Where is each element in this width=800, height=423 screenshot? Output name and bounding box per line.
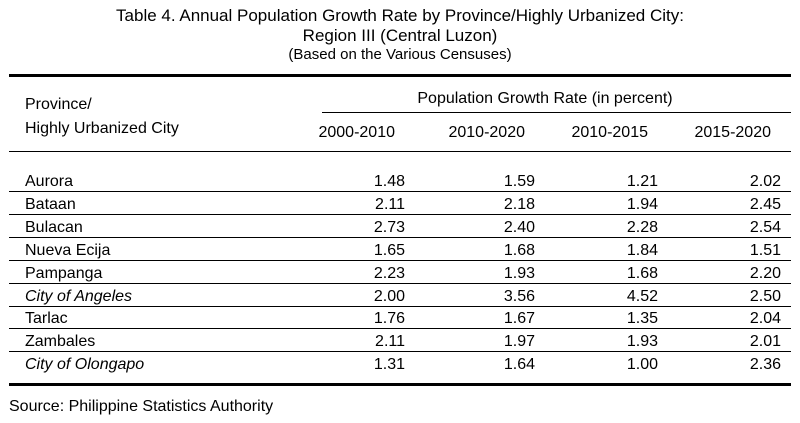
- table-row: Aurora 1.48 1.59 1.21 2.02: [9, 170, 791, 192]
- table-title: Table 4. Annual Population Growth Rate b…: [0, 6, 800, 64]
- growth-rate-cell: 3.56: [503, 287, 535, 305]
- row-divider: [9, 351, 791, 353]
- growth-rate-cell: 2.28: [626, 218, 658, 236]
- growth-rate-cell: 1.21: [626, 173, 658, 190]
- table-row: City of Angeles 2.00 3.56 4.52 2.50: [9, 285, 791, 307]
- group-header-underline: [322, 112, 791, 113]
- growth-rate-cell: 2.04: [749, 310, 781, 328]
- growth-rate-cell: 1.51: [749, 241, 781, 259]
- table-row: Bulacan 2.73 2.40 2.28 2.54: [9, 216, 791, 238]
- table-row: Zambales 2.11 1.97 1.93 2.01: [9, 330, 791, 353]
- growth-rate-cell: 1.68: [503, 241, 535, 259]
- growth-rate-cell: 2.23: [373, 264, 405, 282]
- growth-rate-cell: 2.02: [749, 173, 781, 190]
- row-label-header-line-1: Province/: [25, 96, 92, 113]
- row-divider: [9, 213, 791, 215]
- row-divider: [9, 305, 791, 307]
- growth-rate-cell: 1.48: [373, 173, 405, 190]
- header-bottom-rule: [9, 151, 791, 152]
- growth-rate-cell: 1.65: [373, 241, 405, 259]
- title-line-3: (Based on the Various Censuses): [288, 46, 512, 63]
- row-label-header-line-2: Highly Urbanized City: [25, 120, 179, 137]
- growth-rate-cell: 2.01: [749, 333, 781, 351]
- row-name: Bulacan: [25, 218, 83, 236]
- table-row: Tarlac 1.76 1.67 1.35 2.04: [9, 307, 791, 330]
- growth-rate-cell: 1.93: [626, 333, 658, 351]
- row-name: City of Angeles: [25, 287, 133, 305]
- growth-rate-cell: 1.93: [503, 264, 535, 282]
- table-row: Bataan 2.11 2.18 1.94 2.45: [9, 193, 791, 215]
- growth-rate-cell: 1.84: [626, 241, 658, 259]
- growth-rate-cell: 1.97: [503, 333, 535, 351]
- row-divider: [9, 236, 791, 238]
- growth-rate-cell: 1.76: [373, 310, 405, 328]
- row-divider: [9, 259, 791, 261]
- growth-rate-cell: 1.35: [626, 310, 658, 328]
- bottom-rule: [9, 383, 791, 386]
- row-name: Bataan: [25, 195, 76, 213]
- growth-rate-cell: 1.59: [503, 173, 535, 190]
- row-name: Nueva Ecija: [25, 241, 111, 259]
- growth-rate-cell: 1.31: [373, 356, 405, 374]
- growth-rate-cell: 2.18: [503, 195, 535, 213]
- title-line-2: Region III (Central Luzon): [302, 26, 498, 45]
- growth-rate-cell: 2.11: [375, 195, 405, 213]
- growth-rate-cell: 1.67: [503, 310, 535, 328]
- period-header-2010-2020: 2010-2020: [448, 124, 525, 141]
- growth-rate-cell: 2.40: [503, 218, 535, 236]
- row-name: Tarlac: [25, 310, 68, 328]
- growth-rate-cell: 1.00: [626, 356, 658, 374]
- table-row: City of Olongapo 1.31 1.64 1.00 2.36: [9, 353, 791, 375]
- row-divider: [9, 282, 791, 284]
- growth-rate-cell: 1.68: [626, 264, 658, 282]
- growth-rate-group-header: Population Growth Rate (in percent): [417, 90, 673, 107]
- growth-rate-cell: 2.11: [375, 333, 405, 351]
- growth-rate-cell: 2.73: [373, 218, 405, 236]
- growth-rate-cell: 2.50: [749, 287, 781, 305]
- growth-rate-cell: 4.52: [626, 287, 658, 305]
- growth-rate-cell: 1.94: [626, 195, 658, 213]
- source-note: Source: Philippine Statistics Authority: [9, 398, 274, 415]
- top-rule: [9, 74, 791, 77]
- growth-rate-cell: 2.54: [749, 218, 781, 236]
- table-row: Pampanga 2.23 1.93 1.68 2.20: [9, 262, 791, 284]
- row-name: Zambales: [25, 333, 96, 351]
- growth-rate-cell: 2.36: [749, 356, 781, 374]
- period-header-2015-2020: 2015-2020: [694, 124, 771, 141]
- period-header-2000-2010: 2000-2010: [318, 124, 395, 141]
- growth-rate-cell: 2.00: [373, 287, 405, 305]
- growth-rate-cell: 2.45: [749, 195, 781, 213]
- title-line-1: Table 4. Annual Population Growth Rate b…: [116, 6, 684, 25]
- growth-rate-cell: 2.20: [749, 264, 781, 282]
- row-name: City of Olongapo: [25, 356, 145, 374]
- row-name: Aurora: [25, 173, 74, 190]
- growth-rate-cell: 1.64: [503, 356, 535, 374]
- period-header-2010-2015: 2010-2015: [571, 124, 648, 141]
- row-divider: [9, 328, 791, 330]
- row-name: Pampanga: [25, 264, 103, 282]
- row-divider: [9, 191, 791, 192]
- table-row: Nueva Ecija 1.65 1.68 1.84 1.51: [9, 239, 791, 261]
